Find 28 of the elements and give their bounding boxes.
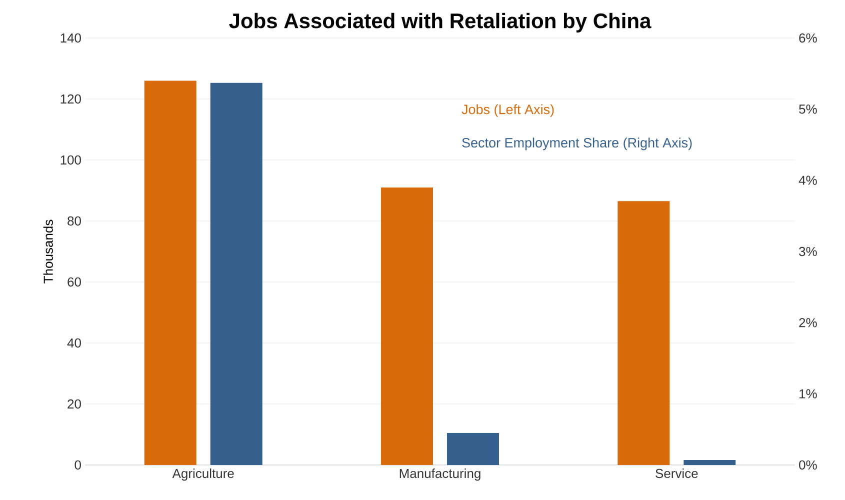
y2-tick-label: 4% [798,176,817,185]
y2-tick-label: 0% [799,460,817,470]
x-tick-label: Service [656,468,698,478]
y-tick-label: 60 [68,277,81,287]
y-tick-label: 0 [74,460,81,470]
bar [210,82,262,465]
bar [618,201,670,465]
text: Jobs (Left Axis) [462,104,554,117]
bar [381,187,434,465]
y-tick-label: 80 [68,216,81,226]
bar [684,460,736,465]
y-tick-label: 100 [60,155,81,165]
bar [447,432,500,465]
x-tick-label: Agriculture [172,468,234,481]
x-tick-label: Manufacturing [400,468,480,481]
chart-title: Jobs Associated with Retaliation by China [229,12,652,32]
y-tick-label: 20 [68,399,81,409]
y-tick-label: 120 [60,94,81,104]
y-tick-label: 140 [60,33,81,43]
y2-tick-label: 5% [799,104,817,114]
y2-tick-label: 1% [800,389,817,398]
y2-tick-label: 2% [799,318,817,328]
y2-tick-label: 6% [799,33,817,43]
y-tick-label: 40 [67,338,81,348]
y2-tick-label: 3% [799,246,817,256]
y-axis-title: Thousands [43,220,53,284]
bar [144,80,196,465]
text: Sector Employment Share (Right Axis) [462,138,692,150]
